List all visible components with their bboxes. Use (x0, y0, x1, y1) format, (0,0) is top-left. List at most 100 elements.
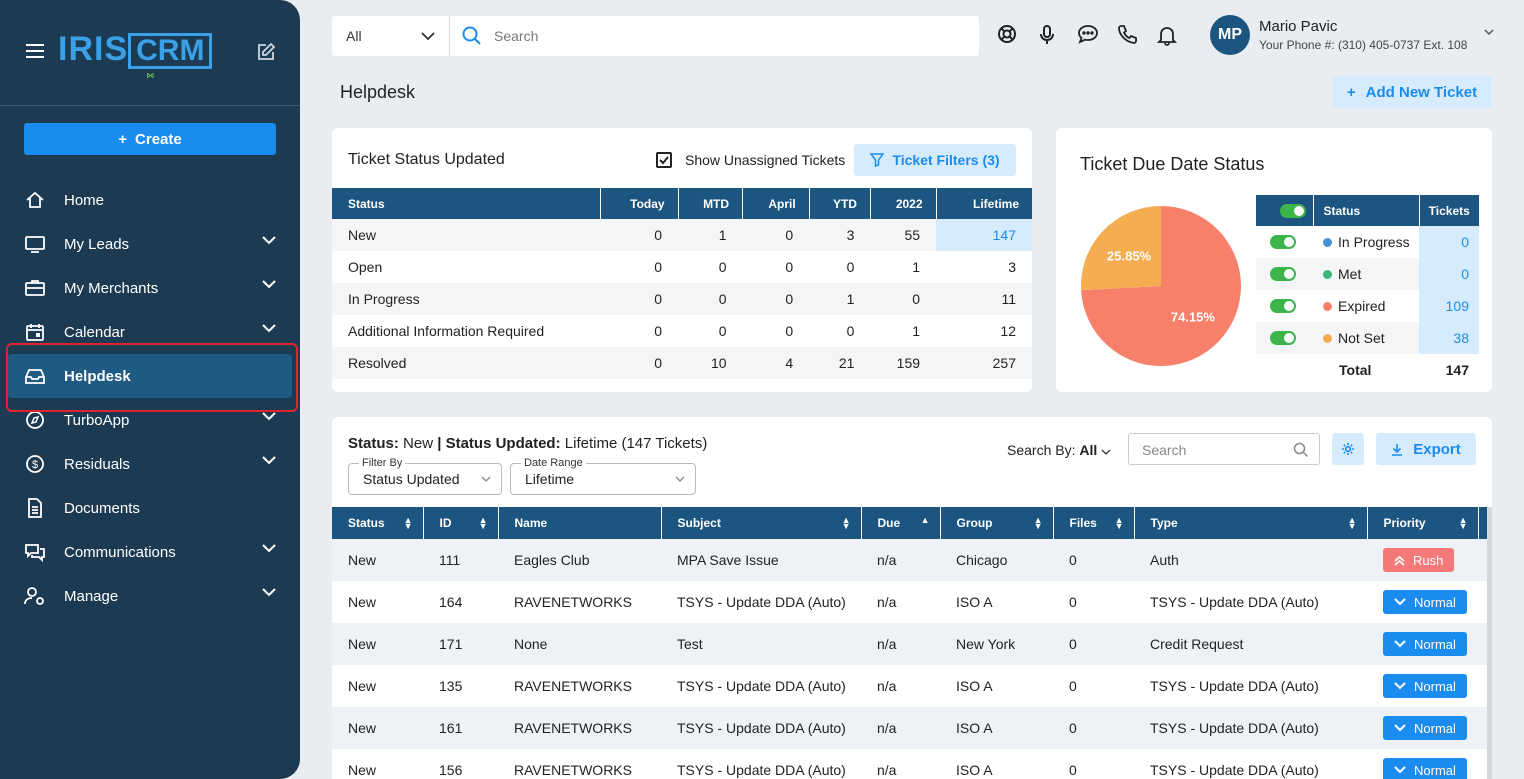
toggle-all-header[interactable] (1256, 195, 1314, 226)
phone-icon[interactable] (1117, 24, 1139, 48)
export-button[interactable]: Export (1376, 433, 1476, 465)
table-cell[interactable]: 0 (678, 283, 743, 315)
chevron-down-icon[interactable] (262, 456, 276, 465)
table-cell[interactable]: 159 (870, 347, 937, 379)
table-cell[interactable]: 1 (809, 283, 871, 315)
table-cell[interactable]: 1 (912, 259, 921, 275)
sidebar-item-helpdesk[interactable]: Helpdesk (8, 354, 292, 398)
priority-badge[interactable]: Normal (1383, 632, 1467, 656)
column-header-due[interactable]: Due ▲ (861, 507, 941, 539)
table-row[interactable]: New 164 RAVENETWORKS TSYS - Update DDA (Aut… (332, 581, 1492, 623)
sidebar-item-manage[interactable]: Manage (0, 574, 300, 618)
search-input[interactable]: Search (450, 26, 538, 46)
table-cell[interactable]: 0 (785, 323, 794, 339)
toggle-switch[interactable] (1270, 299, 1296, 313)
edit-icon[interactable] (256, 42, 276, 65)
create-button[interactable]: + Create (24, 123, 276, 155)
table-cell[interactable]: 10 (678, 347, 743, 379)
bell-icon[interactable] (1156, 24, 1179, 48)
ticket-search-input[interactable]: Search (1128, 433, 1320, 465)
lifebuoy-icon[interactable] (997, 24, 1019, 48)
chevron-down-icon[interactable] (262, 324, 276, 333)
column-header-priority[interactable]: Priority ▲ ▼ (1367, 507, 1479, 539)
table-cell[interactable]: 257 (936, 347, 1032, 379)
sidebar-item-turboapp[interactable]: TurboApp (0, 398, 300, 442)
table-cell[interactable]: 55 (870, 219, 937, 251)
menu-icon[interactable] (26, 44, 44, 58)
search-scope-select[interactable]: All (332, 16, 450, 56)
table-cell[interactable]: 0 (785, 259, 794, 275)
iris-crm-logo[interactable]: IRIS CRM ⋈ (58, 30, 213, 80)
sidebar-item-communications[interactable]: Communications (0, 530, 300, 574)
column-header-type[interactable]: Type ▲ ▼ (1134, 507, 1368, 539)
column-header-name[interactable]: Name (498, 507, 662, 539)
ticket-count[interactable]: 0 (1419, 226, 1479, 258)
toggle-switch[interactable] (1270, 331, 1296, 345)
table-cell[interactable]: 0 (742, 219, 810, 251)
table-cell[interactable]: 3 (809, 219, 871, 251)
column-header[interactable]: 2022 (870, 188, 937, 219)
table-row[interactable]: New 156 RAVENETWORKS TSYS - Update DDA (Aut… (332, 749, 1492, 779)
table-row[interactable]: New 171 None Test n/a New York 0 Credit Request… (332, 623, 1492, 665)
column-header[interactable]: Lifetime (936, 188, 1032, 219)
search-by-select[interactable]: Search By: All (1007, 442, 1111, 458)
show-unassigned-checkbox[interactable] (656, 152, 672, 168)
table-cell[interactable]: 0 (718, 323, 727, 339)
toggle-switch[interactable] (1270, 267, 1296, 281)
chevron-down-icon[interactable] (262, 544, 276, 553)
table-cell[interactable]: 12 (1000, 323, 1016, 339)
filter-by-select[interactable]: Filter By Status Updated (348, 457, 502, 495)
table-cell[interactable]: 1 (678, 219, 743, 251)
ticket-filters-button[interactable]: Ticket Filters (3) (854, 144, 1016, 176)
table-cell[interactable]: 147 (936, 219, 1032, 251)
table-scrollbar[interactable] (1487, 507, 1492, 779)
priority-badge[interactable]: Rush (1383, 548, 1455, 572)
table-cell[interactable]: 0 (600, 219, 679, 251)
priority-badge[interactable]: Normal (1383, 590, 1467, 614)
sidebar-item-my-leads[interactable]: My Leads (0, 222, 300, 266)
table-cell[interactable]: 3 (1008, 259, 1016, 275)
sidebar-item-documents[interactable]: Documents (0, 486, 300, 530)
chevron-down-icon[interactable] (262, 236, 276, 245)
table-cell[interactable]: 0 (870, 283, 937, 315)
chat-icon[interactable] (1077, 24, 1099, 48)
column-header[interactable]: April (742, 188, 810, 219)
microphone-icon[interactable] (1037, 24, 1059, 48)
table-row[interactable]: New 135 RAVENETWORKS TSYS - Update DDA (Aut… (332, 665, 1492, 707)
toggle-switch[interactable] (1280, 203, 1306, 218)
table-cell[interactable]: 0 (742, 283, 810, 315)
column-header-status[interactable]: Status ▲ ▼ (332, 507, 424, 539)
table-cell[interactable]: 0 (846, 323, 855, 339)
user-menu[interactable]: MP Mario Pavic Your Phone #: (310) 405-0… (1210, 15, 1494, 55)
toggle-switch[interactable] (1270, 235, 1296, 249)
table-row[interactable]: New 111 Eagles Club MPA Save Issue n/a Chicag… (332, 539, 1492, 581)
pie-slice-not-set[interactable] (1081, 206, 1161, 291)
table-cell[interactable]: 4 (742, 347, 810, 379)
sidebar-item-residuals[interactable]: $ Residuals (0, 442, 300, 486)
table-cell[interactable]: 0 (600, 283, 679, 315)
table-cell[interactable]: 0 (654, 259, 663, 275)
column-header[interactable]: Today (600, 188, 679, 219)
table-cell[interactable]: 0 (600, 347, 679, 379)
table-cell[interactable]: 0 (846, 259, 855, 275)
chevron-down-icon[interactable] (262, 412, 276, 421)
priority-badge[interactable]: Normal (1383, 716, 1467, 740)
table-cell[interactable]: 11 (936, 283, 1032, 315)
ticket-count[interactable]: 38 (1419, 322, 1479, 354)
chevron-down-icon[interactable] (262, 280, 276, 289)
pie-slice-expired[interactable] (1081, 206, 1241, 366)
date-range-select[interactable]: Date Range Lifetime (510, 457, 696, 495)
ticket-count[interactable]: 0 (1419, 258, 1479, 290)
table-cell[interactable]: 21 (809, 347, 871, 379)
sidebar-item-calendar[interactable]: Calendar (0, 310, 300, 354)
column-header-subject[interactable]: Subject ▲ ▼ (661, 507, 862, 539)
column-header[interactable]: YTD (809, 188, 871, 219)
ticket-count[interactable]: 109 (1419, 290, 1479, 322)
table-cell[interactable]: 0 (654, 323, 663, 339)
sidebar-item-my-merchants[interactable]: My Merchants (0, 266, 300, 310)
table-settings-button[interactable] (1332, 433, 1364, 465)
column-header-files[interactable]: Files ▲ ▼ (1053, 507, 1135, 539)
priority-badge[interactable]: Normal (1383, 758, 1467, 779)
table-cell[interactable]: 0 (718, 259, 727, 275)
column-header-id[interactable]: ID ▲ ▼ (423, 507, 499, 539)
